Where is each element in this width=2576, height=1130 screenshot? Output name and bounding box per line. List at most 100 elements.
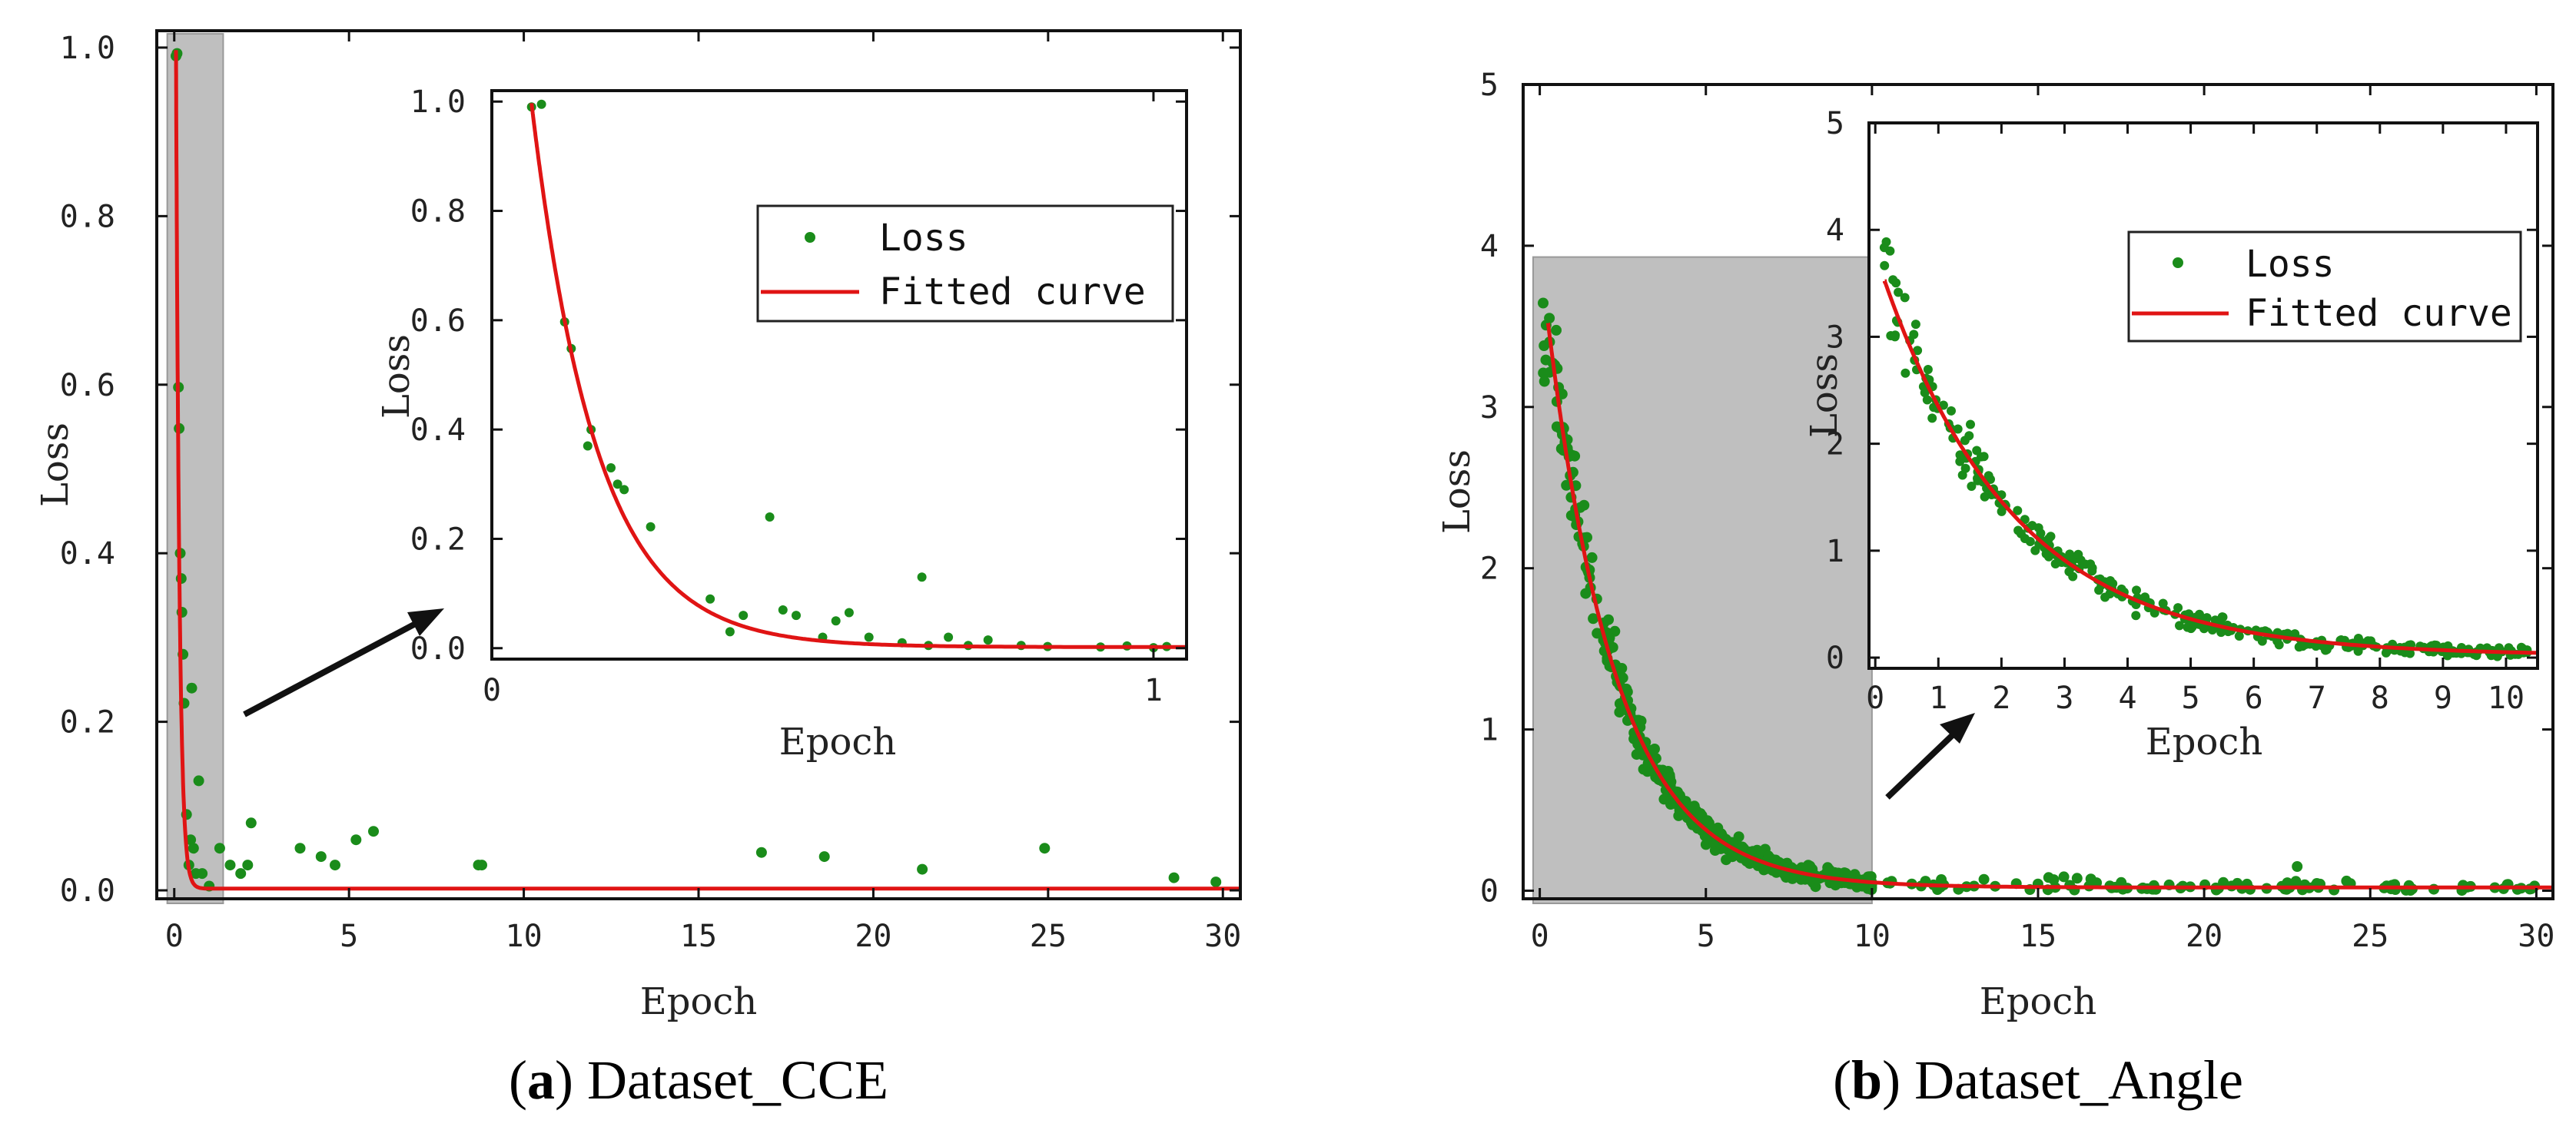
panel-a-arrow-head — [407, 608, 444, 636]
b-inset-loss-point — [1920, 388, 1930, 398]
a-main-loss-point — [1039, 843, 1051, 854]
b-inset-loss-point — [2210, 615, 2220, 625]
a-main-loss-point — [917, 863, 928, 875]
b-inset-loss-point — [2353, 646, 2363, 656]
b-inset-loss-point — [2100, 592, 2110, 602]
panel-a-zoom-arrow — [243, 608, 444, 717]
a-inset-ytick-label: 0.8 — [410, 194, 466, 230]
panel-b-legend-loss-marker — [2173, 257, 2183, 268]
a-main-ytick-label: 0.2 — [60, 705, 115, 741]
b-inset-loss-point — [1900, 293, 1910, 303]
b-main-xtick-label: 20 — [2186, 919, 2222, 954]
b-main-loss-point — [1580, 588, 1592, 599]
a-main-loss-point — [368, 826, 379, 837]
panel-b-inset-frame — [1867, 121, 2539, 670]
b-inset-loss-point — [1964, 431, 1974, 441]
b-main-loss-point — [1603, 614, 1614, 625]
a-main-loss-point — [186, 682, 198, 694]
b-inset-loss-point — [2025, 537, 2035, 546]
b-inset-loss-point — [1880, 260, 1890, 270]
b-main-loss-point — [2071, 873, 2083, 884]
b-main-loss-point — [1649, 744, 1660, 754]
a-inset-loss-point — [725, 627, 735, 637]
b-inset-loss-point — [1967, 482, 1977, 491]
a-main-loss-point — [188, 843, 199, 854]
b-main-xtick-label: 10 — [1854, 919, 1891, 954]
caption-a: (a) Dataset_CCE — [509, 1049, 888, 1111]
a-inset-ytick-label: 0.4 — [410, 413, 466, 448]
a-main-ytick-label: 1.0 — [60, 31, 115, 66]
b-main-loss-point — [1592, 628, 1603, 639]
b-inset-ytick-label: 2 — [1826, 427, 1844, 462]
panel-b-inset-chart: 0 1 2 3 4 5 6 7 8 9 10 0 1 2 3 4 5 Epoch Loss Loss Fitte… — [1803, 106, 2539, 764]
b-inset-xtick-label: 5 — [2182, 681, 2200, 716]
panel-b-inset-bg — [1869, 123, 2538, 668]
a-main-ytick-label: 0.4 — [60, 536, 115, 572]
b-inset-ytick-label: 4 — [1826, 213, 1844, 248]
panel-a-legend-box — [756, 204, 1174, 323]
b-inset-loss-point — [1881, 237, 1891, 247]
panel-a-legend: Loss Fitted curve — [756, 204, 1174, 323]
b-inset-loss-point — [1888, 275, 1898, 285]
a-main-xtick-label: 20 — [855, 919, 891, 954]
b-main-loss-point — [1936, 874, 1947, 885]
panel-a-inset-frame — [490, 89, 1188, 661]
panel-a-xlabel: Epoch — [640, 980, 757, 1023]
a-main-loss-point — [476, 860, 487, 871]
a-main-xtick-label: 30 — [1204, 919, 1241, 954]
a-main-loss-point — [330, 860, 340, 871]
b-inset-loss-point — [1913, 346, 1923, 356]
b-inset-loss-point — [2013, 505, 2023, 515]
b-main-loss-point — [1721, 854, 1732, 866]
b-main-loss-point — [1538, 297, 1549, 309]
a-main-xtick-label: 10 — [505, 919, 542, 954]
b-inset-ytick-label: 1 — [1826, 534, 1844, 569]
a-inset-loss-point — [619, 485, 629, 495]
b-main-loss-point — [2048, 874, 2060, 886]
b-inset-xtick-label: 9 — [2434, 681, 2452, 716]
b-main-loss-point — [1616, 663, 1628, 674]
panel-b-legend: Loss Fitted curve — [2127, 230, 2522, 343]
b-main-xtick-label: 30 — [2518, 919, 2554, 954]
a-main-loss-point — [294, 843, 306, 854]
b-inset-loss-point — [1927, 413, 1937, 423]
b-inset-xtick-label: 1 — [1929, 681, 1947, 716]
panel-b-ylabel: Loss — [1436, 449, 1479, 534]
a-inset-loss-point — [536, 99, 546, 109]
b-main-loss-point — [1804, 860, 1816, 872]
a-main-xtick-label: 25 — [1030, 919, 1067, 954]
b-main-loss-point — [2058, 871, 2070, 883]
a-main-ytick-label: 0.8 — [60, 199, 115, 234]
b-main-loss-point — [1687, 801, 1698, 813]
a-main-loss-point — [315, 851, 327, 863]
b-main-loss-point — [1538, 367, 1549, 379]
panel-a-inset-xlabel: Epoch — [779, 721, 896, 764]
panel-a-legend-fit-label: Fitted curve — [879, 270, 1146, 313]
b-inset-loss-point — [1983, 471, 1993, 481]
b-inset-ytick-label: 5 — [1826, 106, 1844, 141]
b-main-ytick-label: 1 — [1480, 713, 1499, 748]
b-inset-loss-point — [1953, 424, 1963, 434]
a-inset-loss-point — [739, 611, 749, 621]
b-inset-loss-point — [2087, 566, 2097, 576]
a-inset-ytick-label: 0.2 — [410, 522, 466, 557]
b-main-loss-point — [1588, 613, 1599, 625]
a-main-xtick-label: 0 — [165, 919, 184, 954]
a-inset-loss-point — [583, 441, 593, 451]
panel-b-inset-xlabel: Epoch — [2146, 721, 2262, 764]
a-inset-loss-point — [792, 611, 801, 621]
b-main-loss-point — [1539, 376, 1550, 387]
b-inset-loss-point — [1938, 400, 1948, 410]
caption-b-text: ) Dataset_Angle — [1882, 1049, 2243, 1111]
b-inset-loss-point — [2432, 641, 2442, 650]
b-inset-loss-point — [2131, 611, 2141, 621]
b-inset-xtick-label: 2 — [1992, 681, 2010, 716]
a-inset-fitted-curve — [529, 102, 1187, 649]
caption-b-open: ( — [1833, 1049, 1851, 1111]
a-main-loss-point — [350, 834, 362, 846]
a-inset-loss-point — [864, 632, 874, 642]
b-main-xtick-label: 25 — [2352, 919, 2388, 954]
caption-b-label: b — [1851, 1049, 1882, 1111]
b-main-loss-point — [1586, 552, 1598, 563]
